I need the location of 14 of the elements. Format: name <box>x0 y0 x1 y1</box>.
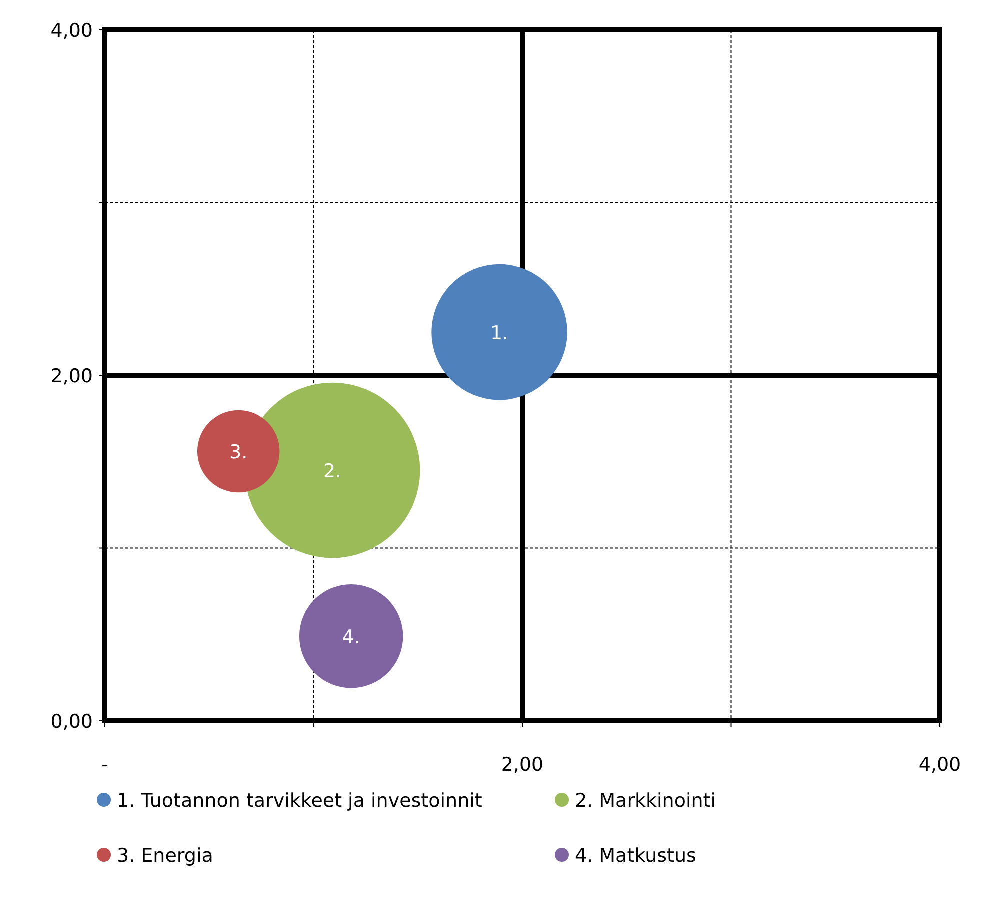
annotation: 4. <box>342 626 360 648</box>
y-tick-label: 2,00 <box>50 366 93 388</box>
x-tick-label: - <box>102 754 108 776</box>
legend-label: 4. Matkustus <box>575 845 696 867</box>
legend-label: 2. Markkinointi <box>575 790 716 812</box>
legend-label: 1. Tuotannon tarvikkeet ja investoinnit <box>117 790 482 812</box>
legend-label: 3. Energia <box>117 845 214 867</box>
annotation: 2. <box>323 460 342 483</box>
annotation: 1. <box>490 322 509 344</box>
x-tick-label: 2,00 <box>501 754 544 776</box>
annotation: 3. <box>230 442 248 464</box>
y-tick-label: 0,00 <box>50 711 93 733</box>
y-tick-label: 4,00 <box>50 20 93 42</box>
x-tick-label: 4,00 <box>918 754 962 776</box>
